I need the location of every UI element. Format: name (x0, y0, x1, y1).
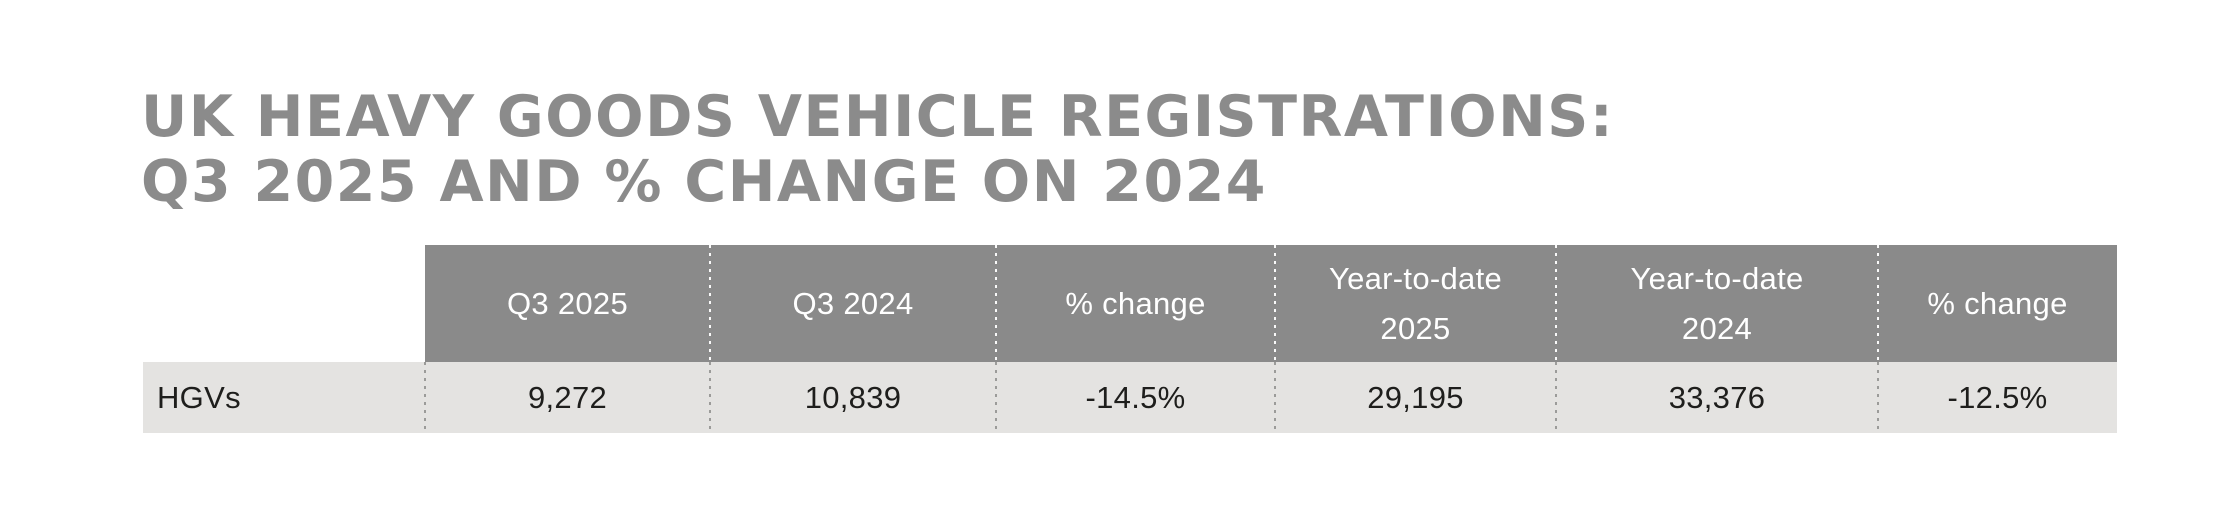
header-cell-ytd-2024: Year-to-date 2024 (1555, 245, 1878, 362)
cell-q3-2024-value: 10,839 (709, 362, 996, 433)
cell-pct-change-quarter-value: -14.5% (995, 362, 1275, 433)
header-cell-empty (143, 245, 425, 362)
cell-q3-2025-value: 9,272 (424, 362, 710, 433)
page-title: UK HEAVY GOODS VEHICLE REGISTRATIONS: Q3… (141, 85, 1614, 215)
title-line-1: UK HEAVY GOODS VEHICLE REGISTRATIONS: (141, 84, 1615, 150)
cell-ytd-2025-value: 29,195 (1274, 362, 1556, 433)
header-cell-ytd-2025: Year-to-date 2025 (1274, 245, 1556, 362)
hgv-registrations-table: Q3 2025 Q3 2024 % change Year-to-date 20… (143, 245, 2117, 433)
row-label-hgvs: HGVs (143, 362, 425, 433)
header-cell-q3-2024: Q3 2024 (709, 245, 996, 362)
header-cell-pct-change-ytd: % change (1877, 245, 2117, 362)
cell-ytd-2024-value: 33,376 (1555, 362, 1878, 433)
header-cell-pct-change-quarter: % change (995, 245, 1275, 362)
header-cell-q3-2025: Q3 2025 (425, 245, 710, 362)
cell-pct-change-ytd-value: -12.5% (1877, 362, 2117, 433)
title-line-2: Q3 2025 AND % CHANGE ON 2024 (141, 149, 1267, 215)
